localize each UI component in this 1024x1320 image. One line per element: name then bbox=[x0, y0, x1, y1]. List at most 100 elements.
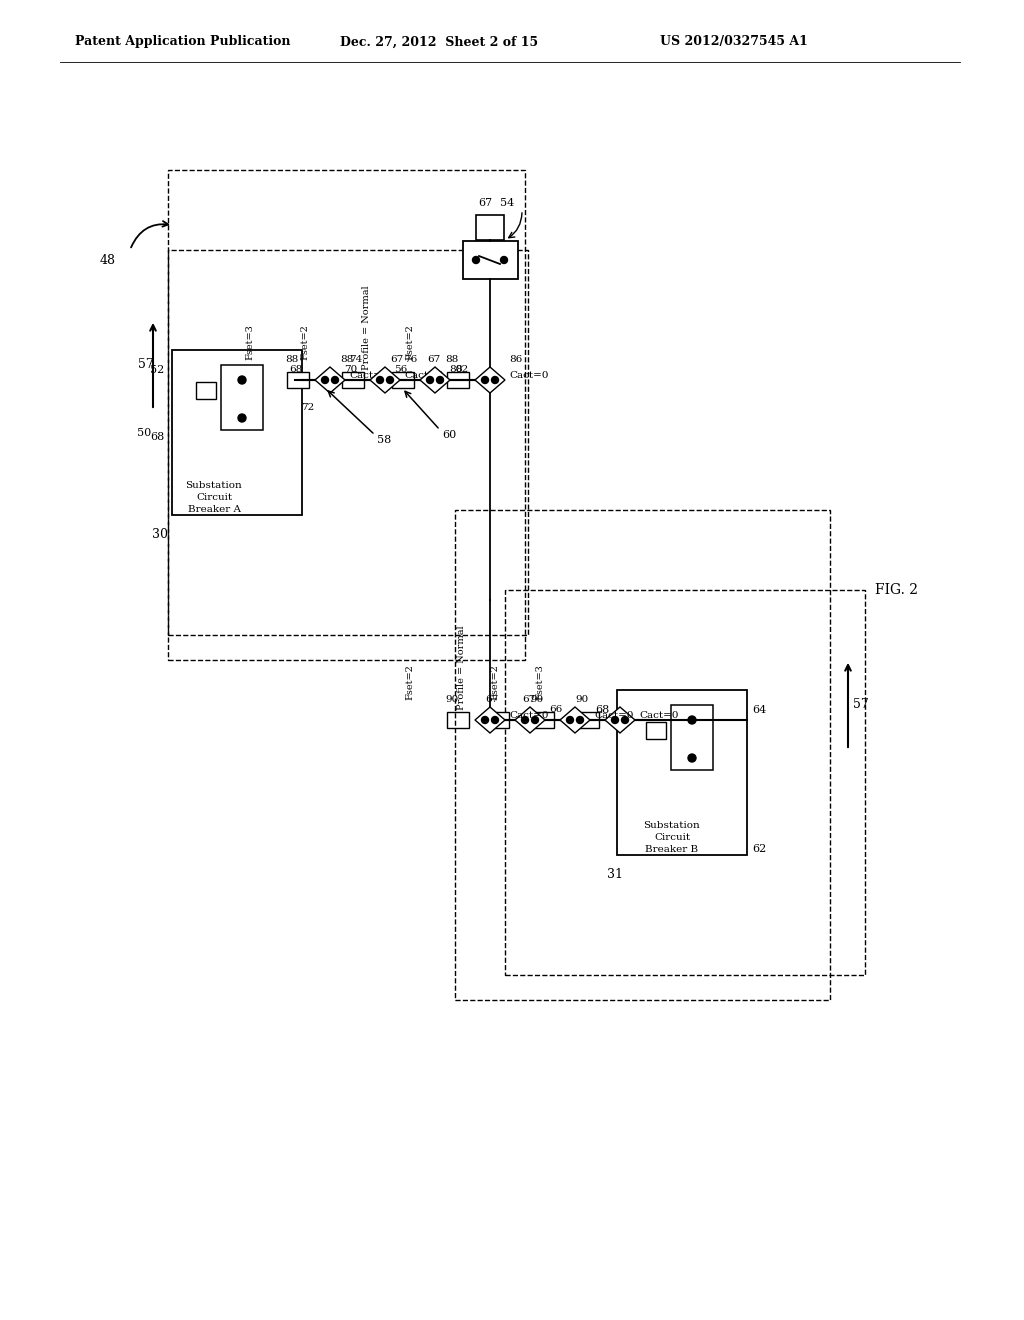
Text: Profile = Normal: Profile = Normal bbox=[362, 285, 371, 370]
Bar bbox=[532, 711, 554, 729]
Circle shape bbox=[332, 376, 339, 384]
Circle shape bbox=[688, 754, 696, 762]
Polygon shape bbox=[605, 708, 635, 733]
Circle shape bbox=[577, 717, 584, 723]
Text: 57: 57 bbox=[853, 698, 868, 711]
Circle shape bbox=[386, 376, 393, 384]
Text: 57: 57 bbox=[138, 359, 154, 371]
Text: 68: 68 bbox=[150, 433, 164, 442]
Circle shape bbox=[492, 717, 499, 723]
Text: 60: 60 bbox=[442, 430, 457, 440]
Circle shape bbox=[492, 376, 499, 384]
Text: Cact=0: Cact=0 bbox=[594, 710, 634, 719]
Circle shape bbox=[688, 715, 696, 723]
Text: Fset=2: Fset=2 bbox=[300, 325, 309, 360]
Text: Profile = Normal: Profile = Normal bbox=[457, 626, 466, 710]
Text: 90: 90 bbox=[575, 696, 588, 705]
Text: 76: 76 bbox=[404, 355, 417, 364]
Bar bbox=[671, 705, 713, 770]
Text: 64: 64 bbox=[752, 705, 766, 715]
Bar bbox=[487, 711, 509, 729]
Text: Breaker A: Breaker A bbox=[187, 504, 241, 513]
Text: 88: 88 bbox=[340, 355, 353, 364]
Text: 30: 30 bbox=[152, 528, 168, 541]
Circle shape bbox=[322, 376, 329, 384]
Circle shape bbox=[238, 414, 246, 422]
Text: 68: 68 bbox=[289, 366, 302, 375]
Text: 72: 72 bbox=[301, 403, 314, 412]
Polygon shape bbox=[315, 367, 345, 393]
Circle shape bbox=[238, 376, 246, 384]
Circle shape bbox=[436, 376, 443, 384]
Text: Cact=0: Cact=0 bbox=[349, 371, 388, 380]
Text: 50: 50 bbox=[137, 428, 152, 437]
Text: Circuit: Circuit bbox=[654, 833, 690, 842]
Circle shape bbox=[377, 376, 384, 384]
Text: 67: 67 bbox=[427, 355, 440, 363]
Text: Cact=0: Cact=0 bbox=[509, 371, 549, 380]
Text: 48: 48 bbox=[100, 253, 116, 267]
Circle shape bbox=[501, 256, 508, 264]
Circle shape bbox=[472, 256, 479, 264]
Text: Cact=0: Cact=0 bbox=[404, 371, 443, 380]
Polygon shape bbox=[420, 367, 450, 393]
Text: Fset=2: Fset=2 bbox=[406, 664, 414, 700]
Circle shape bbox=[531, 717, 539, 723]
Bar bbox=[221, 366, 263, 430]
Text: 90: 90 bbox=[445, 696, 459, 705]
Polygon shape bbox=[475, 708, 505, 733]
Bar bbox=[447, 372, 469, 388]
Bar bbox=[168, 170, 525, 660]
Bar bbox=[447, 711, 469, 729]
Text: 67: 67 bbox=[390, 355, 403, 364]
Bar bbox=[168, 249, 528, 635]
Circle shape bbox=[481, 376, 488, 384]
Text: Fset=2: Fset=2 bbox=[490, 664, 499, 700]
Text: 54: 54 bbox=[500, 198, 514, 209]
Text: US 2012/0327545 A1: US 2012/0327545 A1 bbox=[660, 36, 808, 49]
Text: 62: 62 bbox=[752, 843, 766, 854]
Bar bbox=[505, 590, 865, 975]
Text: Fset=3: Fset=3 bbox=[245, 325, 254, 360]
Text: 31: 31 bbox=[607, 869, 623, 882]
Circle shape bbox=[566, 717, 573, 723]
Polygon shape bbox=[370, 367, 400, 393]
Bar bbox=[455, 510, 830, 1001]
Text: Fset=2: Fset=2 bbox=[406, 325, 414, 360]
Text: FIG. 2: FIG. 2 bbox=[874, 583, 918, 597]
Text: Circuit: Circuit bbox=[196, 492, 232, 502]
Text: 70: 70 bbox=[344, 366, 357, 375]
Text: 88: 88 bbox=[285, 355, 298, 364]
Text: 67: 67 bbox=[485, 696, 499, 705]
Bar bbox=[196, 381, 216, 399]
Bar bbox=[577, 711, 599, 729]
Bar bbox=[287, 372, 309, 388]
Text: 66: 66 bbox=[549, 705, 562, 714]
Circle shape bbox=[481, 717, 488, 723]
Text: Breaker B: Breaker B bbox=[645, 845, 698, 854]
Circle shape bbox=[611, 717, 618, 723]
Text: 52: 52 bbox=[150, 366, 164, 375]
Bar bbox=[476, 215, 504, 240]
Text: Patent Application Publication: Patent Application Publication bbox=[75, 36, 291, 49]
Text: 56: 56 bbox=[394, 366, 408, 375]
Text: Cact=0: Cact=0 bbox=[639, 710, 679, 719]
Text: Cact=0: Cact=0 bbox=[509, 710, 549, 719]
Polygon shape bbox=[515, 708, 545, 733]
Circle shape bbox=[427, 376, 433, 384]
Text: 80: 80 bbox=[449, 366, 462, 375]
Bar bbox=[646, 722, 666, 738]
Circle shape bbox=[622, 717, 629, 723]
Text: 90: 90 bbox=[530, 696, 544, 705]
Text: Dec. 27, 2012  Sheet 2 of 15: Dec. 27, 2012 Sheet 2 of 15 bbox=[340, 36, 539, 49]
Bar bbox=[392, 372, 414, 388]
Text: 67: 67 bbox=[522, 694, 536, 704]
Text: 67: 67 bbox=[478, 198, 493, 209]
Text: 68: 68 bbox=[595, 705, 609, 715]
Bar bbox=[617, 690, 746, 855]
Circle shape bbox=[521, 717, 528, 723]
Text: 88: 88 bbox=[445, 355, 459, 364]
Text: 82: 82 bbox=[455, 366, 468, 375]
Bar bbox=[172, 350, 302, 515]
Text: Fset=3: Fset=3 bbox=[535, 664, 544, 700]
